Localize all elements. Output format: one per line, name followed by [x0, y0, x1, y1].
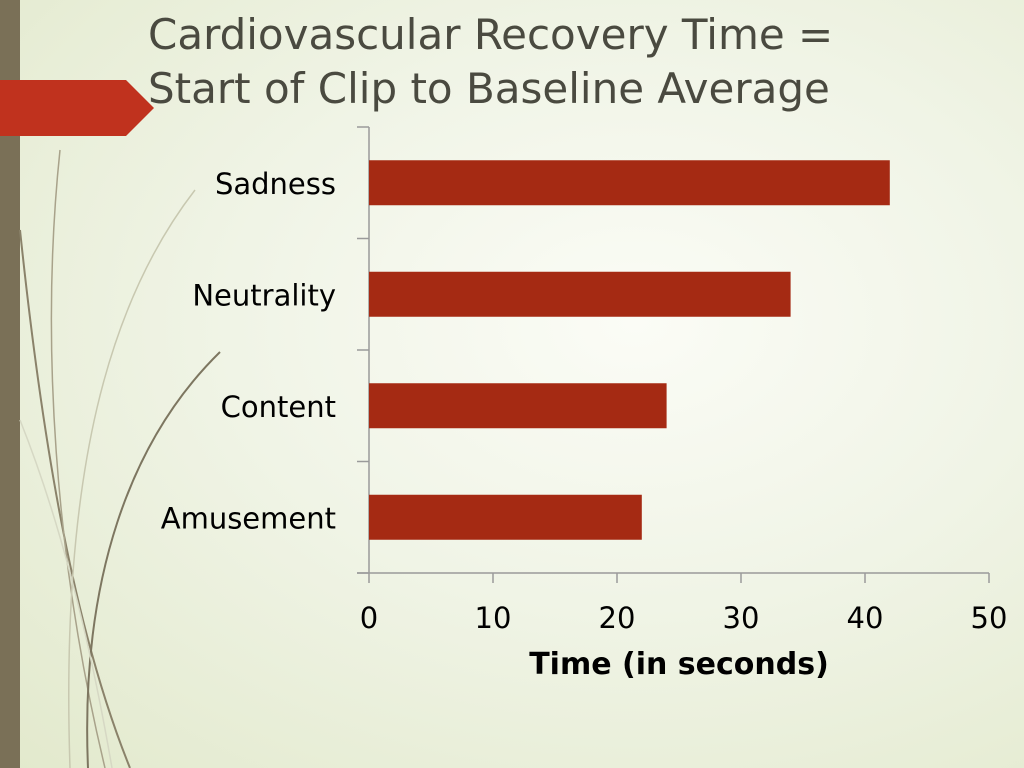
bar-content	[369, 383, 667, 429]
x-tick-label: 0	[360, 601, 378, 635]
title-line-2: Start of Clip to Baseline Average	[148, 64, 830, 113]
x-tick-label: 20	[599, 601, 636, 635]
slide-title: Cardiovascular Recovery Time = Start of …	[148, 8, 1008, 116]
category-label: Sadness	[215, 167, 336, 201]
category-label: Amusement	[161, 501, 336, 535]
sidebar-stripe	[0, 0, 20, 768]
x-tick-label: 40	[847, 601, 884, 635]
bar-amusement	[369, 494, 642, 540]
category-label: Content	[221, 390, 336, 424]
x-tick-label: 30	[723, 601, 760, 635]
bar-sadness	[369, 160, 890, 206]
x-tick-label: 50	[971, 601, 1008, 635]
decorative-swooshes	[19, 149, 221, 768]
x-tick-label: 10	[475, 601, 512, 635]
x-axis-title: Time (in seconds)	[529, 647, 829, 682]
title-accent-arrow	[0, 80, 154, 136]
title-line-1: Cardiovascular Recovery Time =	[148, 10, 834, 59]
bar-neutrality	[369, 271, 791, 317]
category-label: Neutrality	[192, 278, 336, 312]
